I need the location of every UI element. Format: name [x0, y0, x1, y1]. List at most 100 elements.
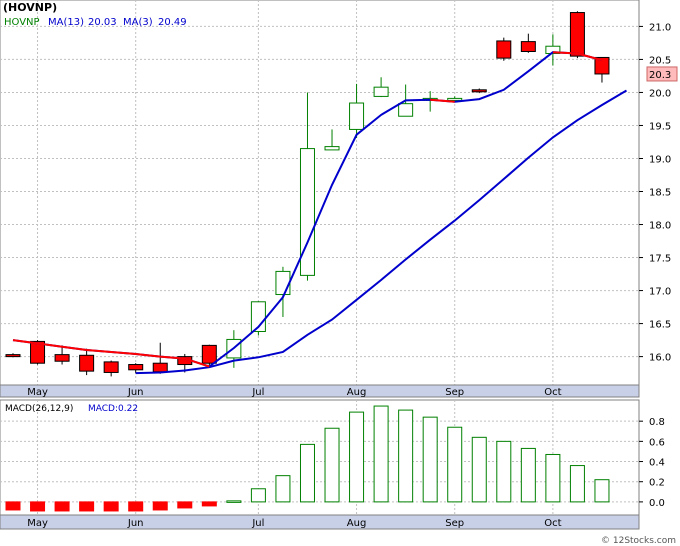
candle-body: [324, 146, 340, 151]
macd-bar: [226, 500, 242, 503]
macd-x-tick-label: Jun: [127, 518, 144, 529]
legend-ma13-value: 20.03: [88, 17, 117, 28]
macd-panel: 0.0 0.2 0.4 0.6 0.8 May Jun Jul Aug Sep Oct MACD(…: [0, 399, 665, 530]
price-x-tick-label: Aug: [347, 387, 367, 398]
candle-body: [545, 45, 561, 54]
macd-bar: [30, 501, 46, 512]
ma3-line-declining: [552, 51, 603, 62]
macd-x-tick-label: Jul: [251, 518, 264, 529]
macd-value-label: MACD:0.22: [88, 404, 138, 414]
legend-ma13-label: MA(13): [48, 17, 84, 28]
macd-y-tick-label: 0.0: [649, 498, 665, 509]
price-y-tick-label: 16.0: [649, 353, 671, 364]
last-price-text: 20.3: [649, 70, 671, 81]
legend-ticker: HOVNP: [4, 17, 40, 28]
macd-y-axis: 0.0 0.2 0.4 0.6 0.8: [639, 417, 665, 509]
macd-bar: [471, 436, 487, 503]
macd-x-tick-label: May: [27, 518, 48, 529]
macd-bar: [349, 411, 365, 503]
macd-bar: [398, 409, 414, 503]
macd-bar: [201, 501, 217, 507]
candle-body: [201, 344, 217, 364]
candle-body: [398, 103, 414, 117]
candle-body: [447, 97, 463, 101]
macd-bar: [5, 501, 21, 511]
macd-bar: [373, 405, 389, 503]
candle-body: [79, 354, 95, 372]
candle-body: [373, 86, 389, 97]
price-y-tick-label: 19.5: [649, 121, 671, 132]
macd-x-tick-label: Aug: [347, 518, 367, 529]
price-y-axis: 16.0 16.5 17.0 17.5 18.0 18.5 19.0 19.5 20.0 20.5…: [639, 22, 671, 364]
price-plot-frame: [0, 0, 640, 398]
macd-x-tick-label: Sep: [445, 518, 464, 529]
candle-body: [54, 354, 70, 362]
macd-date-axis-band: [0, 514, 640, 530]
macd-x-axis: May Jun Jul Aug Sep Oct: [27, 518, 561, 529]
legend-ma3-label: MA(3): [123, 17, 153, 28]
ma3-line-declining: [12, 339, 210, 368]
candle-body: [594, 56, 610, 75]
candle-body: [103, 361, 119, 373]
price-y-tick-label: 20.5: [649, 55, 671, 66]
price-y-tick-label: 21.0: [649, 22, 671, 33]
watermark: © 12Stocks.com: [601, 536, 676, 546]
macd-bar: [520, 447, 536, 503]
candle-body: [471, 89, 487, 93]
macd-bar: [496, 440, 512, 503]
macd-bar: [299, 443, 315, 503]
macd-y-tick-label: 0.2: [649, 478, 665, 489]
price-y-tick-label: 18.0: [649, 221, 671, 232]
price-date-axis-band: [0, 384, 640, 398]
legend-ma3-value: 20.49: [158, 17, 187, 28]
macd-y-tick-label: 0.4: [649, 458, 665, 469]
price-y-tick-label: 18.5: [649, 188, 671, 199]
macd-bar: [177, 501, 193, 509]
macd-bar: [447, 426, 463, 503]
price-legend: HOVNP MA(13) 20.03 MA(3) 20.49: [4, 17, 187, 28]
macd-y-tick-label: 0.6: [649, 437, 665, 448]
macd-bar: [324, 427, 340, 503]
chart-title: (HOVNP): [3, 1, 57, 14]
moving-average-lines: [12, 51, 628, 375]
macd-y-tick-label: 0.8: [649, 417, 665, 428]
last-price-box: [646, 66, 678, 82]
price-x-axis: May Jun Jul Aug Sep Oct: [27, 387, 561, 398]
macd-bar: [103, 501, 119, 512]
price-panel: 16.0 16.5 17.0 17.5 18.0 18.5 19.0 19.5 20.0 20.5…: [0, 0, 678, 398]
price-x-tick-label: May: [27, 387, 48, 398]
macd-bar: [545, 453, 561, 503]
macd-bar: [594, 479, 610, 503]
price-y-tick-label: 17.0: [649, 287, 671, 298]
macd-plot-frame: [0, 399, 640, 530]
candle-body: [496, 40, 512, 59]
candle-body: [520, 41, 536, 53]
macd-bar: [422, 416, 438, 503]
macd-bars: [5, 405, 610, 512]
candle-body: [152, 362, 168, 373]
macd-bar: [569, 465, 585, 503]
price-x-tick-label: Sep: [445, 387, 464, 398]
macd-title: MACD(26,12,9): [5, 404, 73, 414]
macd-x-tick-label: Oct: [544, 518, 561, 529]
candle-body: [569, 12, 585, 57]
price-x-tick-label: Jul: [251, 387, 264, 398]
price-y-tick-label: 17.5: [649, 254, 671, 265]
price-y-tick-label: 19.0: [649, 154, 671, 165]
price-candles: [5, 11, 610, 377]
price-x-tick-label: Oct: [544, 387, 561, 398]
macd-bar: [54, 501, 70, 512]
price-y-tick-label: 20.0: [649, 88, 671, 99]
macd-bar: [250, 488, 266, 503]
candle-body: [299, 148, 315, 276]
candle-body: [349, 102, 365, 130]
macd-bar: [152, 501, 168, 511]
macd-bar: [275, 475, 291, 503]
candle-body: [30, 340, 46, 364]
candle-body: [5, 354, 21, 358]
ma3-line-declining: [430, 98, 455, 103]
ma13-line: [135, 89, 628, 375]
candle-body: [275, 270, 291, 296]
macd-bar: [79, 501, 95, 512]
